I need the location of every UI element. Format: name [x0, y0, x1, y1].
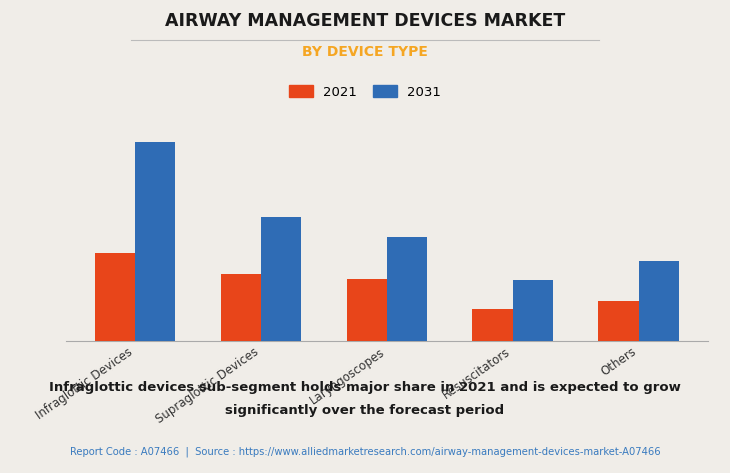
Bar: [639, 261, 679, 341]
Bar: [472, 309, 512, 341]
Bar: [387, 237, 427, 341]
Legend: 2021, 2031: 2021, 2031: [284, 80, 446, 104]
Bar: [261, 217, 301, 341]
Bar: [220, 274, 261, 341]
Text: significantly over the forecast period: significantly over the forecast period: [226, 404, 504, 417]
Bar: [95, 253, 135, 341]
Text: Report Code : A07466  |  Source : https://www.alliedmarketresearch.com/airway-ma: Report Code : A07466 | Source : https://…: [69, 447, 661, 457]
Text: BY DEVICE TYPE: BY DEVICE TYPE: [302, 45, 428, 59]
Bar: [135, 142, 175, 341]
Text: Infraglottic devices sub-segment holds major share in 2021 and is expected to gr: Infraglottic devices sub-segment holds m…: [49, 381, 681, 394]
Text: AIRWAY MANAGEMENT DEVICES MARKET: AIRWAY MANAGEMENT DEVICES MARKET: [165, 12, 565, 30]
Bar: [347, 279, 387, 341]
Bar: [512, 280, 553, 341]
Bar: [599, 301, 639, 341]
